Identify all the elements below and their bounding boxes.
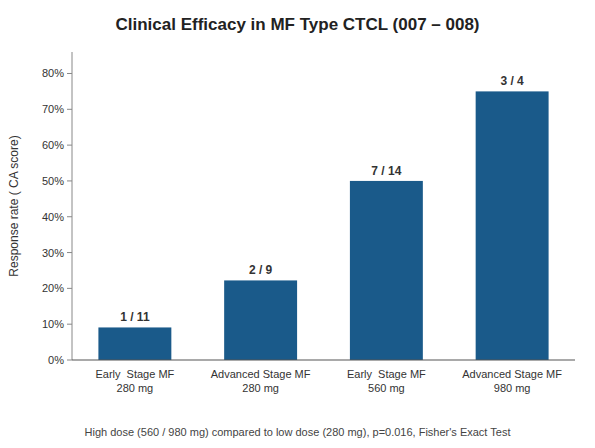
y-tick-label: 80% [42, 67, 64, 79]
x-axis: Early Stage MF 280 mg Advanced Stage MF 280… [72, 360, 575, 394]
title: Clinical Efficacy in MF Type CTCL (007 –… [115, 15, 479, 34]
data-label: 3 / 4 [500, 74, 524, 88]
x-tick-label-line: Advanced Stage MF [462, 368, 562, 380]
x-tick-label-line: Early Stage MF [95, 368, 174, 380]
y-tick [67, 288, 72, 289]
x-tick-label-line: Advanced Stage MF [211, 368, 311, 380]
y-tick-label: 50% [42, 175, 64, 187]
y-tick-label: 60% [42, 139, 64, 151]
x-tick-label: Advanced Stage MF 280 mg [211, 368, 311, 394]
bar [476, 91, 549, 360]
y-tick [67, 73, 72, 74]
x-axis-line [72, 359, 575, 360]
y-tick-label: 10% [42, 318, 64, 330]
x-tick-label-line: 560 mg [368, 382, 405, 394]
chart: Clinical Efficacy in MF Type CTCL (007 –… [0, 0, 595, 448]
x-tick-label: Early Stage MF 560 mg [347, 368, 426, 394]
x-tick-label-line: Early Stage MF [347, 368, 426, 380]
y-tick [67, 216, 72, 217]
bar [350, 181, 423, 360]
bar [98, 327, 171, 360]
y-tick [67, 360, 72, 361]
bars [98, 91, 548, 360]
x-tick-label-line: 280 mg [117, 382, 154, 394]
y-tick-label: 0% [48, 354, 64, 366]
x-tick-label-line: 980 mg [494, 382, 531, 394]
x-tick-label-line: 280 mg [242, 382, 279, 394]
annotation: High dose (560 / 980 mg) compared to low… [85, 426, 511, 438]
data-label: 1 / 11 [120, 310, 150, 324]
y-tick [67, 324, 72, 325]
y-tick [67, 252, 72, 253]
y-tick-label: 70% [42, 103, 64, 115]
data-labels: 1 / 11 2 / 9 7 / 14 3 / 4 [120, 74, 524, 324]
y-tick-label: 30% [42, 247, 64, 259]
bar [224, 280, 297, 360]
x-tick-label: Early Stage MF 280 mg [95, 368, 174, 394]
y-axis-label: Response rate ( CA score) [7, 135, 21, 276]
y-tick-label: 40% [42, 211, 64, 223]
y-axis: 0% 10% 20% 30% 40% 50% 60% 70% 80% [42, 52, 72, 366]
data-label: 2 / 9 [249, 263, 273, 277]
y-axis-line [72, 52, 73, 360]
x-tick-label: Advanced Stage MF 980 mg [462, 368, 562, 394]
data-label: 7 / 14 [371, 164, 401, 178]
y-tick [67, 109, 72, 110]
y-tick [67, 145, 72, 146]
y-tick-label: 20% [42, 282, 64, 294]
y-tick [67, 180, 72, 181]
